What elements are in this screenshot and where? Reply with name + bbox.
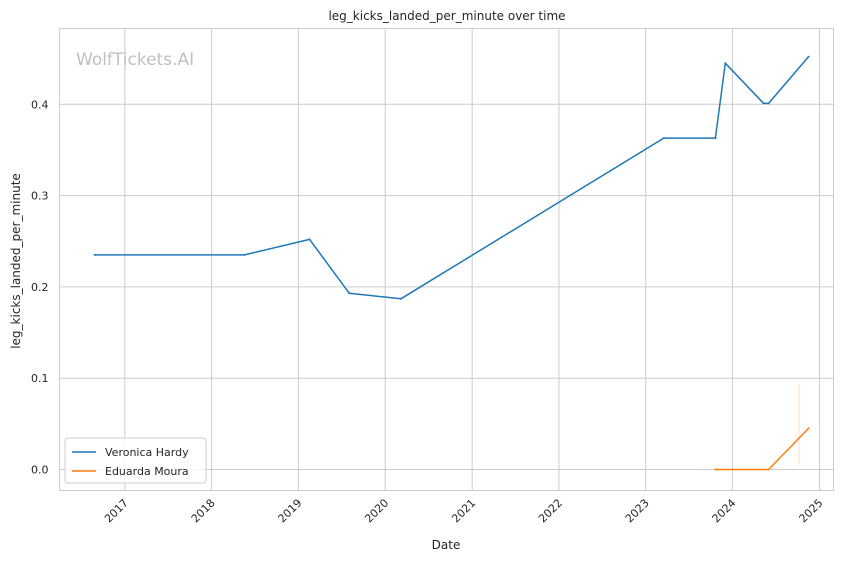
x-tick-label: 2023 bbox=[623, 496, 652, 525]
data-point-veronica-hardy bbox=[399, 297, 402, 300]
legend: Veronica Hardy Eduarda Moura bbox=[64, 437, 207, 484]
y-axis-label: leg_kicks_landed_per_minute bbox=[9, 173, 23, 349]
data-point-eduarda-moura bbox=[807, 427, 810, 430]
x-tick-label: 2021 bbox=[449, 496, 478, 525]
data-point-veronica-hardy bbox=[714, 137, 717, 140]
x-tick-label: 2025 bbox=[797, 496, 826, 525]
x-tick-label: 2018 bbox=[189, 496, 218, 525]
x-tick-label: 2024 bbox=[710, 496, 739, 525]
legend-box bbox=[64, 437, 207, 484]
x-axis-label: Date bbox=[432, 538, 461, 552]
data-point-veronica-hardy bbox=[308, 238, 311, 241]
y-tick-label: 0.4 bbox=[31, 98, 49, 111]
series-layer bbox=[93, 55, 810, 471]
data-point-eduarda-moura bbox=[767, 468, 770, 471]
y-axis-ticks: 0.0 0.1 0.2 0.3 0.4 bbox=[31, 98, 49, 476]
y-tick-label: 0.0 bbox=[31, 464, 49, 477]
legend-label-eduarda-moura: Eduarda Moura bbox=[105, 465, 189, 478]
y-tick-label: 0.3 bbox=[31, 190, 49, 203]
data-point-veronica-hardy bbox=[767, 102, 770, 105]
y-tick-label: 0.2 bbox=[31, 281, 49, 294]
data-point-veronica-hardy bbox=[348, 292, 351, 295]
watermark: WolfTickets.AI bbox=[76, 50, 194, 70]
chart-title: leg_kicks_landed_per_minute over time bbox=[328, 9, 565, 23]
y-tick-label: 0.1 bbox=[31, 372, 49, 385]
x-tick-label: 2022 bbox=[536, 496, 565, 525]
legend-label-veronica-hardy: Veronica Hardy bbox=[105, 446, 189, 459]
data-point-eduarda-moura bbox=[714, 468, 717, 471]
data-point-veronica-hardy bbox=[762, 102, 765, 105]
data-point-veronica-hardy bbox=[662, 137, 665, 140]
x-tick-label: 2019 bbox=[276, 496, 305, 525]
data-point-veronica-hardy bbox=[243, 253, 246, 256]
plot-area bbox=[59, 28, 834, 491]
x-axis-ticks: 2017 2018 2019 2020 2021 2022 2023 2024 2025 bbox=[102, 496, 826, 525]
data-point-veronica-hardy bbox=[93, 253, 96, 256]
grid bbox=[59, 28, 834, 491]
x-tick-label: 2017 bbox=[102, 496, 131, 525]
data-point-veronica-hardy bbox=[807, 55, 810, 58]
x-tick-label: 2020 bbox=[362, 496, 391, 525]
data-point-veronica-hardy bbox=[724, 62, 727, 65]
